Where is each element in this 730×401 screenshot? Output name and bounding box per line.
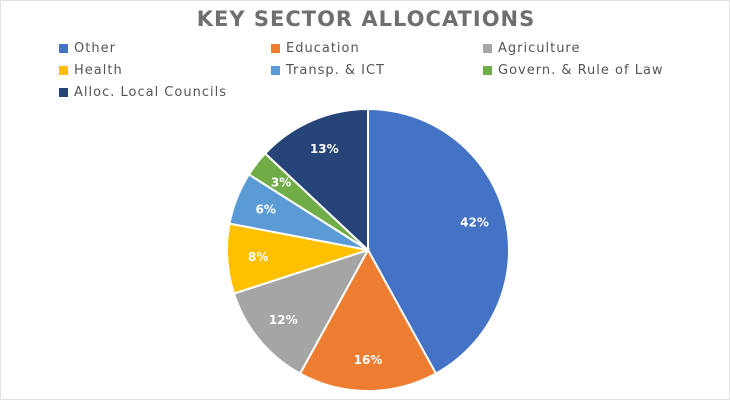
- legend-swatch-govern-rule-of-law: [483, 66, 492, 75]
- pie-slice-local-councils: [263, 107, 369, 253]
- pie-slice-agriculture: [232, 248, 371, 375]
- legend-swatch-transp-ict: [271, 66, 280, 75]
- legend-item-local-councils: Alloc. Local Councils: [59, 85, 227, 100]
- data-label-local-councils: 13%: [310, 142, 339, 156]
- data-label-education: 16%: [354, 353, 383, 367]
- chart-title: KEY SECTOR ALLOCATIONS: [196, 7, 536, 31]
- chart-legend: Other Education Agriculture Health Trans…: [1, 1, 730, 111]
- legend-item-govern-rule-of-law: Govern. & Rule of Law: [483, 63, 664, 78]
- legend-item-education: Education: [271, 41, 360, 56]
- legend-label-local-councils: Alloc. Local Councils: [74, 85, 227, 100]
- legend-label-govern-rule-of-law: Govern. & Rule of Law: [498, 63, 664, 78]
- legend-swatch-health: [59, 66, 68, 75]
- legend-label-agriculture: Agriculture: [498, 41, 581, 56]
- legend-swatch-education: [271, 44, 280, 53]
- pie-slice-other: [367, 107, 510, 375]
- data-label-agriculture: 12%: [269, 313, 298, 327]
- data-label-transp-ict: 6%: [256, 203, 276, 217]
- legend-swatch-agriculture: [483, 44, 492, 53]
- legend-label-other: Other: [74, 41, 116, 56]
- legend-swatch-other: [59, 44, 68, 53]
- legend-label-transp-ict: Transp. & ICT: [286, 63, 385, 78]
- data-label-govern-rule-of-law: 3%: [271, 176, 291, 190]
- pie-slice-education: [298, 247, 438, 392]
- legend-swatch-local-councils: [59, 88, 68, 97]
- data-label-other: 42%: [460, 216, 489, 230]
- legend-label-health: Health: [74, 63, 123, 78]
- legend-item-health: Health: [59, 63, 123, 78]
- data-label-health: 8%: [248, 250, 268, 264]
- legend-item-other: Other: [59, 41, 116, 56]
- legend-label-education: Education: [286, 41, 360, 56]
- legend-item-agriculture: Agriculture: [483, 41, 581, 56]
- legend-item-transp-ict: Transp. & ICT: [271, 63, 385, 78]
